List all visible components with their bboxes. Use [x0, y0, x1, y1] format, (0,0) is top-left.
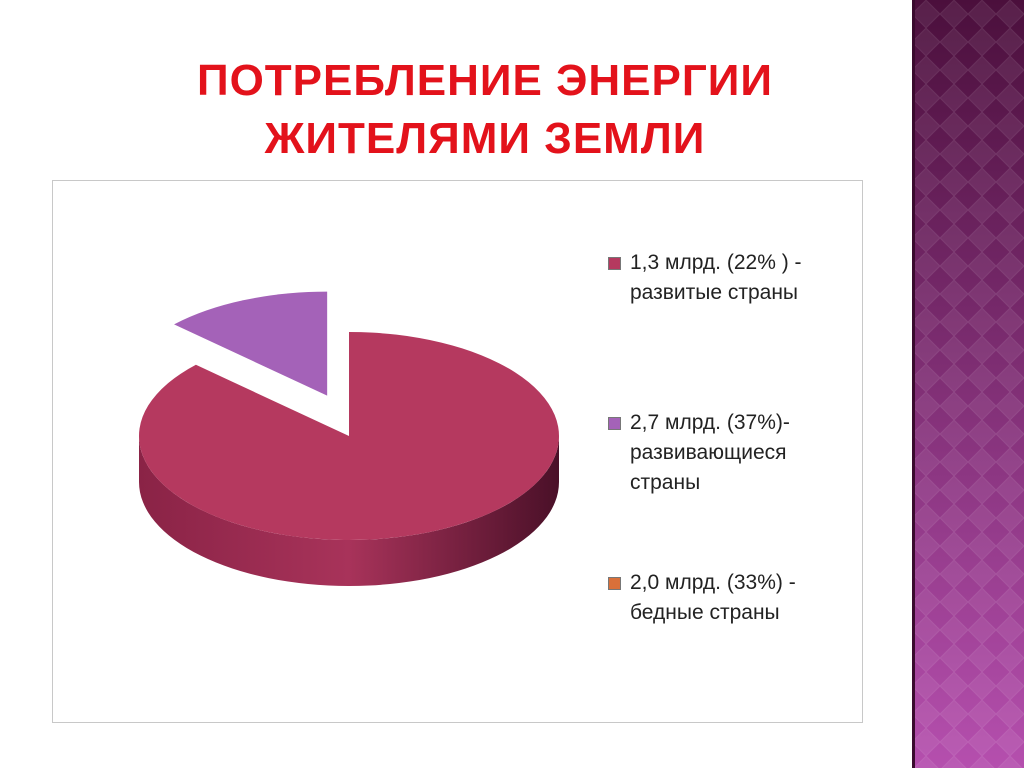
pie-chart — [138, 291, 560, 586]
legend-label: 2,0 млрд. (33%) - бедные страны — [630, 571, 796, 624]
side-strip — [912, 0, 1024, 768]
slide-title: ПОТРЕБЛЕНИЕ ЭНЕРГИИ ЖИТЕЛЯМИ ЗЕМЛИ — [196, 56, 774, 163]
legend-label: 1,3 млрд. (22% ) - развитые страны — [630, 251, 802, 304]
legend-entry: 2,0 млрд. (33%) - бедные страны — [608, 568, 848, 728]
legend-swatch — [608, 577, 621, 590]
legend-entry: 1,3 млрд. (22% ) - развитые страны — [608, 248, 848, 408]
slice — [138, 332, 560, 540]
chart-frame — [52, 180, 863, 723]
slice — [174, 291, 328, 396]
legend-swatch — [608, 257, 621, 270]
legend-swatch — [608, 417, 621, 430]
legend: 1,3 млрд. (22% ) - развитые страны 2,7 мл… — [608, 248, 848, 728]
slice-side — [139, 436, 559, 586]
legend-label: 2,7 млрд. (37%)- развивающиеся страны — [630, 411, 790, 494]
legend-entry: 2,7 млрд. (37%)- развивающиеся страны — [608, 408, 848, 568]
